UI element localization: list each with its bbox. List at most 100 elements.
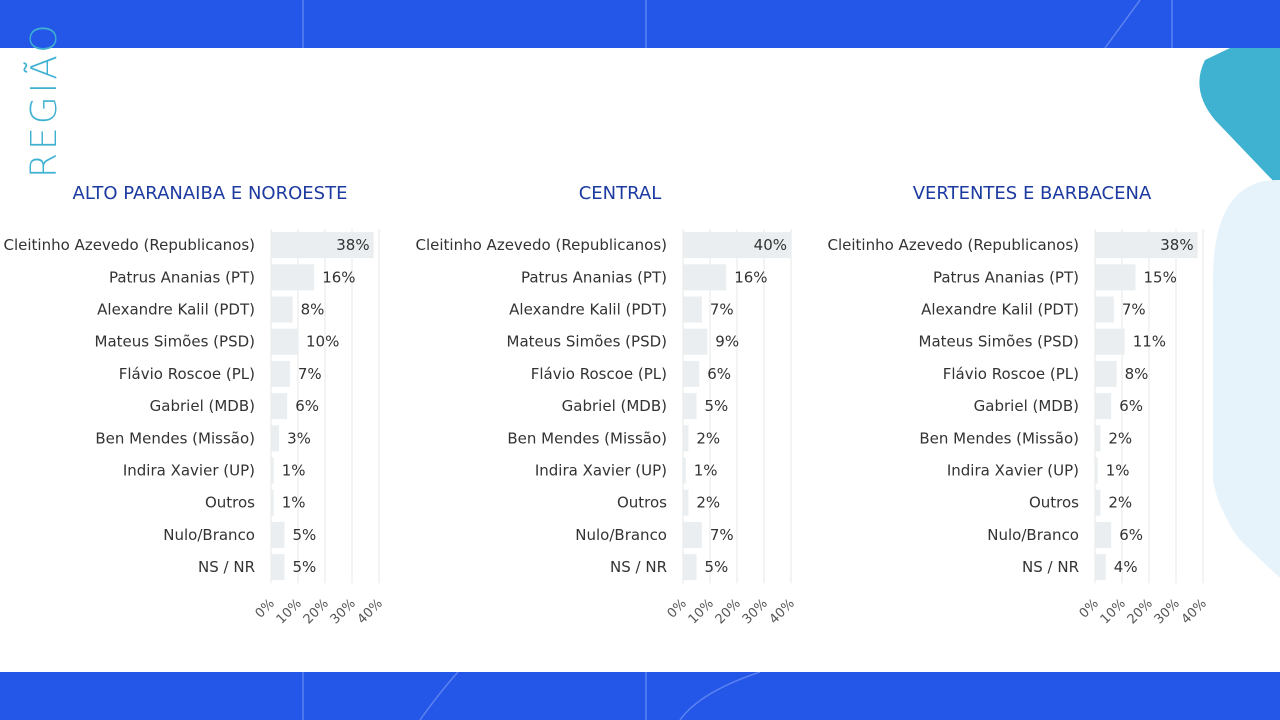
x-tick-label: 10% xyxy=(1098,596,1129,627)
bar xyxy=(271,489,274,516)
x-tick-label: 40% xyxy=(355,596,386,627)
x-tick-label: 20% xyxy=(713,596,744,627)
bar xyxy=(271,457,274,484)
category-label: Flávio Roscoe (PL) xyxy=(119,365,255,383)
category-label: NS / NR xyxy=(198,558,255,576)
category-label: Indira Xavier (UP) xyxy=(947,462,1079,480)
value-label: 6% xyxy=(1119,397,1143,415)
value-label: 5% xyxy=(293,558,317,576)
chart-panel-3: VERTENTES E BARBACENA0%10%20%30%40%Cleit… xyxy=(828,183,1210,627)
category-label: NS / NR xyxy=(610,558,667,576)
top-band-decoration xyxy=(302,0,1173,48)
category-label: NS / NR xyxy=(1022,558,1079,576)
category-label: Nulo/Branco xyxy=(163,526,255,544)
bar xyxy=(683,264,727,291)
value-label: 7% xyxy=(710,301,734,319)
chart-title: CENTRAL xyxy=(579,183,662,204)
category-label: Cleitinho Azevedo (Republicanos) xyxy=(416,236,667,254)
bar xyxy=(1095,360,1117,387)
bar xyxy=(683,425,689,452)
value-label: 1% xyxy=(694,462,718,480)
bar xyxy=(683,554,697,581)
value-label: 38% xyxy=(336,236,369,254)
value-label: 6% xyxy=(1119,526,1143,544)
category-label: Patrus Ananias (PT) xyxy=(521,268,667,286)
category-label: Alexandre Kalil (PDT) xyxy=(97,301,255,319)
category-label: Indira Xavier (UP) xyxy=(535,462,667,480)
category-label: Patrus Ananias (PT) xyxy=(109,268,255,286)
bar xyxy=(271,232,374,259)
value-label: 15% xyxy=(1144,268,1177,286)
bar xyxy=(271,264,315,291)
category-label: Patrus Ananias (PT) xyxy=(933,268,1079,286)
x-tick-label: 30% xyxy=(328,596,359,627)
value-label: 5% xyxy=(705,397,729,415)
x-tick-label: 10% xyxy=(686,596,717,627)
value-label: 1% xyxy=(282,494,306,512)
bottom-band xyxy=(0,672,1280,720)
bar xyxy=(271,360,290,387)
bar xyxy=(1095,457,1098,484)
category-label: Alexandre Kalil (PDT) xyxy=(509,301,667,319)
value-label: 5% xyxy=(705,558,729,576)
value-label: 7% xyxy=(298,365,322,383)
x-tick-label: 20% xyxy=(301,596,332,627)
value-label: 2% xyxy=(1108,429,1132,447)
value-label: 3% xyxy=(287,429,311,447)
bar xyxy=(683,328,708,355)
value-label: 8% xyxy=(301,301,325,319)
top-band xyxy=(0,0,1280,48)
category-label: Outros xyxy=(205,494,255,512)
value-label: 38% xyxy=(1160,236,1193,254)
value-label: 40% xyxy=(754,236,787,254)
category-label: Outros xyxy=(617,494,667,512)
bar xyxy=(1095,264,1136,291)
chart-panel-1: ALTO PARANAIBA E NOROESTE0%10%20%30%40%C… xyxy=(4,183,386,627)
category-label: Mateus Simões (PSD) xyxy=(919,333,1079,351)
chart-title: ALTO PARANAIBA E NOROESTE xyxy=(73,183,348,204)
x-tick-label: 40% xyxy=(1179,596,1210,627)
category-label: Gabriel (MDB) xyxy=(150,397,255,415)
category-label: Ben Mendes (Missão) xyxy=(95,429,255,447)
value-label: 7% xyxy=(1122,301,1146,319)
bar xyxy=(271,328,298,355)
category-label: Nulo/Branco xyxy=(575,526,667,544)
x-tick-label: 40% xyxy=(767,596,798,627)
category-label: Outros xyxy=(1029,494,1079,512)
bar xyxy=(1095,425,1101,452)
x-tick-label: 20% xyxy=(1125,596,1156,627)
x-tick-label: 30% xyxy=(740,596,771,627)
category-label: Mateus Simões (PSD) xyxy=(507,333,667,351)
category-label: Ben Mendes (Missão) xyxy=(919,429,1079,447)
bar xyxy=(683,360,700,387)
bar xyxy=(683,393,697,420)
bar xyxy=(271,425,280,452)
bottom-band-decoration xyxy=(302,672,761,720)
x-tick-label: 30% xyxy=(1152,596,1183,627)
category-label: Mateus Simões (PSD) xyxy=(95,333,255,351)
category-label: Nulo/Branco xyxy=(987,526,1079,544)
value-label: 10% xyxy=(306,333,339,351)
bar xyxy=(683,232,791,259)
bar xyxy=(683,296,702,323)
value-label: 6% xyxy=(707,365,731,383)
value-label: 4% xyxy=(1114,558,1138,576)
bar xyxy=(1095,521,1112,548)
bar xyxy=(1095,232,1198,259)
value-label: 16% xyxy=(322,268,355,286)
category-label: Gabriel (MDB) xyxy=(562,397,667,415)
value-label: 1% xyxy=(282,462,306,480)
value-label: 5% xyxy=(293,526,317,544)
category-label: Alexandre Kalil (PDT) xyxy=(921,301,1079,319)
bar xyxy=(271,554,285,581)
value-label: 16% xyxy=(734,268,767,286)
value-label: 8% xyxy=(1125,365,1149,383)
category-label: Indira Xavier (UP) xyxy=(123,462,255,480)
bar xyxy=(1095,296,1114,323)
bar xyxy=(271,393,288,420)
bar xyxy=(1095,328,1125,355)
chart-title: VERTENTES E BARBACENA xyxy=(913,183,1152,204)
value-label: 6% xyxy=(295,397,319,415)
